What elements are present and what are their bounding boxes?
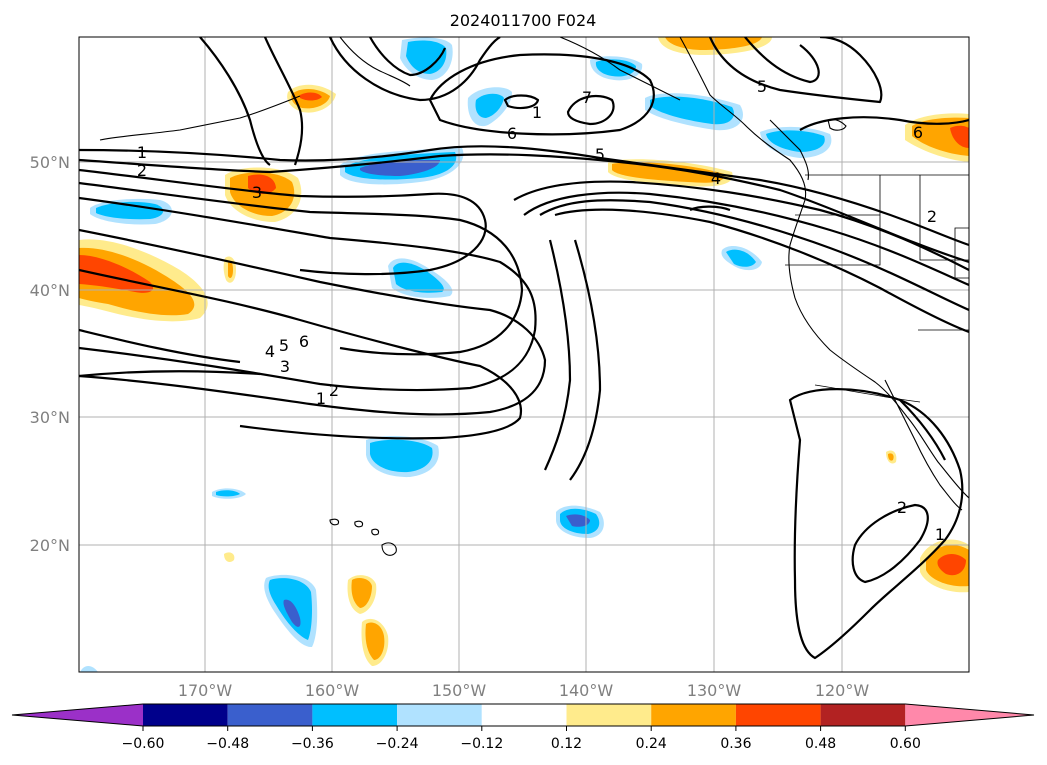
positive-anomaly-blob — [224, 450, 897, 562]
negative-anomaly-blob — [721, 246, 762, 271]
colorbar-segment — [735, 704, 821, 726]
lon-label: 150°W — [432, 681, 487, 700]
contour-label: 5 — [279, 336, 289, 355]
colorbar-tick-label: −0.36 — [291, 736, 334, 752]
contour-label: 5 — [595, 145, 605, 164]
colorbar-tick-label: 0.24 — [636, 736, 667, 752]
colorbar-tick-label: 0.60 — [890, 736, 921, 752]
contour-label: 3 — [252, 183, 262, 202]
negative-anomaly-blob — [760, 126, 832, 158]
negative-anomaly-blob — [556, 505, 604, 538]
contour-label: 1 — [532, 103, 542, 122]
lon-label: 130°W — [687, 681, 742, 700]
coastlines — [99, 37, 969, 556]
contour-label: 4 — [265, 342, 275, 361]
positive-anomaly-blob — [905, 113, 969, 162]
colorbar-tick-label: 0.36 — [720, 736, 751, 752]
contour-label: 3 — [280, 357, 290, 376]
chart-title: 2024011700 F024 — [450, 11, 597, 30]
colorbar-tick-label: −0.60 — [122, 736, 165, 752]
colorbar-tick-label: 0.12 — [551, 736, 582, 752]
positive-anomaly-blob — [347, 575, 377, 614]
negative-anomaly-blob — [366, 436, 439, 478]
contour-label: 6 — [507, 124, 517, 143]
colorbar-segment — [566, 704, 652, 726]
colorbar-tick-label: 0.48 — [805, 736, 836, 752]
map-area — [79, 37, 969, 672]
negative-anomaly-blob — [400, 37, 453, 80]
colorbar-segment — [227, 704, 313, 726]
contour-label: 2 — [927, 207, 937, 226]
negative-anomaly-blob — [264, 574, 318, 648]
lat-label: 50°N — [30, 153, 70, 172]
lon-label: 120°W — [815, 681, 870, 700]
contour-label-group: 1 2 3 4 5 6 7 1 2 3 4 5 6 1 2 5 6 1 2 — [137, 77, 945, 544]
colorbar-tick-label: −0.12 — [460, 736, 503, 752]
colorbar-segment — [820, 704, 906, 726]
lat-label: 20°N — [30, 536, 70, 555]
positive-anomaly-blob — [79, 239, 208, 322]
contour-label: 1 — [137, 143, 147, 162]
map-frame — [78, 36, 970, 673]
negative-anomaly-blob — [212, 488, 246, 499]
positive-anomaly-blob — [608, 159, 733, 187]
colorbar-segment — [12, 704, 143, 726]
lat-label: 40°N — [30, 281, 70, 300]
contour-label: 4 — [711, 169, 721, 188]
contour-label: 2 — [329, 381, 339, 400]
colorbar-segment — [651, 704, 736, 726]
contour-label: 1 — [935, 525, 945, 544]
colorbar-segment — [481, 704, 567, 726]
latitude-labels: 50°N 40°N 30°N 20°N — [30, 153, 70, 555]
contour-label: 1 — [316, 389, 326, 408]
contour-label: 2 — [897, 498, 907, 517]
contour-label: 6 — [913, 123, 923, 142]
contour-label: 7 — [582, 88, 592, 107]
negative-anomaly-blob — [388, 258, 453, 298]
shaded-field — [79, 37, 969, 672]
gridlines — [79, 37, 969, 672]
colorbar-segment — [397, 704, 482, 726]
lat-label: 30°N — [30, 408, 70, 427]
colorbar-tick-label: −0.24 — [376, 736, 419, 752]
longitude-labels: 170°W 160°W 150°W 140°W 130°W 120°W — [178, 681, 870, 700]
colorbar: −0.60 −0.48 −0.36 −0.24 −0.12 0.12 0.24 0.36 0.4… — [11, 703, 1035, 752]
contour-label: 6 — [299, 332, 309, 351]
lon-label: 160°W — [305, 681, 360, 700]
negative-anomaly-blob — [467, 87, 512, 127]
lon-label: 170°W — [178, 681, 233, 700]
colorbar-segment — [905, 704, 1034, 726]
colorbar-segment — [312, 704, 398, 726]
colorbar-segment — [143, 704, 228, 726]
lon-label: 140°W — [559, 681, 614, 700]
colorbar-tick-label: −0.48 — [206, 736, 249, 752]
positive-anomaly-blob — [361, 618, 389, 666]
country-borders — [785, 174, 969, 403]
negative-anomaly-blob — [80, 666, 98, 672]
contour-label: 2 — [137, 161, 147, 180]
negative-anomaly-blob — [90, 198, 172, 225]
contour-label: 5 — [757, 77, 767, 96]
contour-lines — [79, 37, 969, 660]
